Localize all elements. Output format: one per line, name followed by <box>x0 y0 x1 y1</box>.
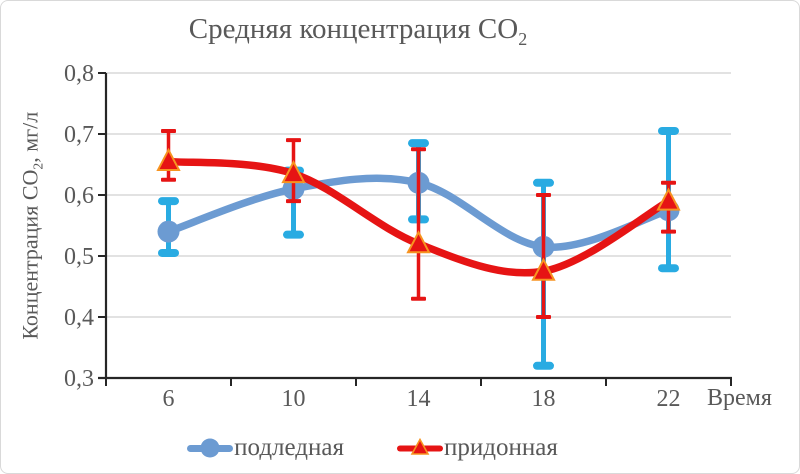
series-1-marker-triangle <box>156 147 181 171</box>
series-0-error-cap <box>658 126 679 135</box>
legend-label-pridonnaya: придонная <box>443 434 558 461</box>
x-tick-label: 22 <box>657 386 681 412</box>
y-tick-label: 0,4 <box>64 305 94 331</box>
series-1-error-cap <box>161 128 176 133</box>
x-tick-label: 6 <box>163 386 175 412</box>
y-tick-label: 0,7 <box>64 122 94 148</box>
series-1-marker-triangle <box>656 187 681 211</box>
legend-label-podlednaya: подледная <box>234 434 344 461</box>
x-axis-title: Время <box>707 385 772 411</box>
y-tick-label: 0,8 <box>64 61 94 87</box>
series-1-error-cap <box>661 229 676 234</box>
y-axis-title-subscript: 2 <box>30 162 46 170</box>
series-0-error-cap <box>158 248 179 257</box>
legend-triangle-marker-icon <box>396 437 443 455</box>
series-1-error-cap <box>536 315 551 319</box>
series-0-marker-circle <box>157 220 180 243</box>
legend-item-pridonnaya: придонная <box>396 434 558 462</box>
series-0-error-cap <box>408 139 429 148</box>
series-1-error-cap <box>411 296 426 301</box>
legend-circle-marker-icon <box>187 438 234 458</box>
series-0-error-cap <box>533 178 554 187</box>
series-1-marker-triangle <box>531 257 556 281</box>
series-1-error-cap <box>536 193 551 197</box>
chart-title-subscript: 2 <box>518 28 528 49</box>
y-axis-title-units: , мг/л <box>17 111 43 163</box>
legend-item-podlednaya: подледная <box>186 434 344 462</box>
y-axis-title: Концентрация CO2, мг/л <box>17 56 46 396</box>
series-0-error-cap <box>658 264 679 273</box>
series-1-marker-triangle <box>281 159 306 184</box>
series-0-error-cap <box>158 197 179 206</box>
legend: подледная придонная <box>1 434 743 462</box>
x-tick-label: 18 <box>532 386 556 412</box>
series-0-error-cap <box>533 361 554 370</box>
y-tick-label: 0,6 <box>64 183 94 209</box>
chart-title: Средняя концентрация CO2 <box>1 13 715 50</box>
y-tick-label: 0,5 <box>64 244 94 270</box>
series-0-error-cap <box>283 230 304 239</box>
series-1-error-cap <box>161 177 176 182</box>
y-tick-label: 0,3 <box>64 366 94 392</box>
series-1-error-cap <box>286 199 301 204</box>
series-1-marker-triangle <box>406 230 431 254</box>
y-axis-title-text: Концентрация CO <box>17 169 43 340</box>
x-tick-label: 14 <box>407 386 431 412</box>
chart-title-text: Средняя концентрация CO <box>188 13 519 45</box>
series-1-error-cap <box>411 147 426 152</box>
series-1-error-cap <box>661 180 676 185</box>
x-tick-label: 10 <box>282 386 306 412</box>
series-1-error-cap <box>286 138 301 143</box>
